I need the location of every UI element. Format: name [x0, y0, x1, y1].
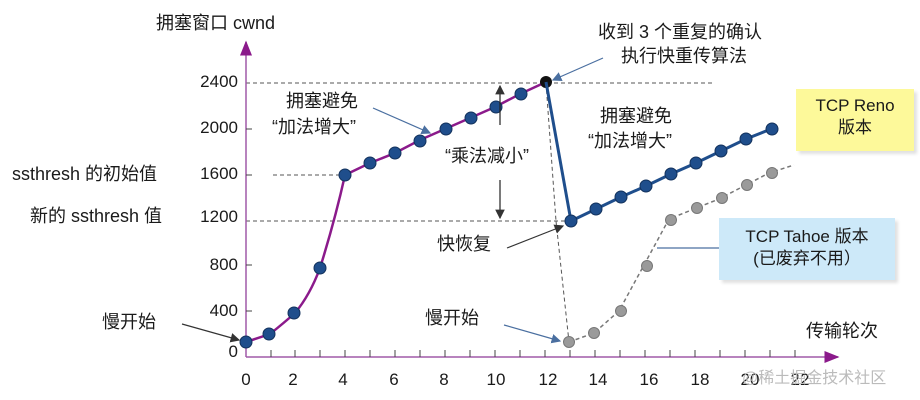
ca-right-label-1: 拥塞避免 [600, 106, 672, 126]
x-tick: 4 [338, 370, 347, 389]
legend-tahoe-line2: (已废弃不用） [753, 249, 861, 268]
ca-left-label-2: “加法增大” [272, 117, 356, 137]
x-tick: 12 [539, 370, 558, 389]
series-tahoe [563, 164, 795, 348]
dup-ack-label-1: 收到 3 个重复的确认 [598, 22, 762, 42]
slow-start-left-label: 慢开始 [102, 312, 156, 332]
x-tick: 18 [691, 370, 710, 389]
x-tick: 14 [589, 370, 608, 389]
mult-decrease-label: “乘法减小” [445, 146, 529, 166]
x-tick: 10 [487, 370, 506, 389]
legend-tahoe-box: TCP Tahoe 版本 (已废弃不用） [719, 218, 895, 280]
x-tick: 16 [640, 370, 659, 389]
ca-right-label-2: “加法增大” [588, 131, 672, 151]
y-tick: 2400 [200, 72, 238, 91]
annotation-arrows [181, 57, 720, 344]
x-tick: 20 [741, 370, 760, 389]
x-tick: 8 [439, 370, 448, 389]
y-tick: 1600 [200, 164, 238, 183]
y-tick: 400 [210, 301, 238, 320]
reference-lines [246, 82, 713, 343]
y-tick: 1200 [200, 207, 238, 226]
y-tick-labels: 0 400 800 1200 1600 2000 2400 [200, 72, 238, 361]
legend-tahoe-line1: TCP Tahoe 版本 [745, 227, 869, 246]
x-tick: 22 [791, 370, 810, 389]
ca-left-label-1: 拥塞避免 [286, 91, 358, 111]
legend-reno-line2: 版本 [838, 118, 872, 137]
slow-start-right-label: 慢开始 [425, 308, 479, 328]
axes [240, 40, 840, 363]
y-axis-title: 拥塞窗口 cwnd [156, 13, 275, 33]
x-tick: 2 [288, 370, 297, 389]
x-tick: 6 [389, 370, 398, 389]
x-tick-labels: 0 2 4 6 8 10 12 14 16 18 20 22 [241, 370, 809, 389]
ssthresh-initial-label: ssthresh 的初始值 [12, 164, 157, 184]
watermark: @稀土掘金技术社区 [742, 369, 886, 387]
y-tick: 2000 [200, 118, 238, 137]
legend-reno-line1: TCP Reno [815, 96, 895, 115]
annotations: 慢开始 拥塞避免 “加法增大” 收到 3 个重复的确认 执行快重传算法 “乘法减… [102, 22, 762, 332]
x-axis-title: 传输轮次 [806, 321, 878, 341]
dup-ack-label-2: 执行快重传算法 [621, 46, 747, 66]
x-tick: 0 [241, 370, 250, 389]
legend-reno-box: TCP Reno 版本 [796, 89, 914, 151]
series-common [239, 76, 552, 349]
y-tick: 0 [229, 342, 238, 361]
ssthresh-new-label: 新的 ssthresh 值 [30, 206, 162, 226]
fast-recovery-label: 快恢复 [437, 234, 491, 254]
y-tick: 800 [210, 255, 238, 274]
series-reno [544, 81, 779, 228]
